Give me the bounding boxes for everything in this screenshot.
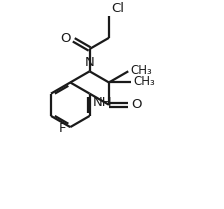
Text: Cl: Cl: [111, 1, 124, 15]
Text: CH₃: CH₃: [133, 75, 155, 88]
Text: F: F: [58, 122, 66, 135]
Text: O: O: [131, 98, 142, 111]
Text: N: N: [85, 56, 95, 69]
Text: O: O: [60, 32, 71, 45]
Text: NH: NH: [93, 96, 112, 109]
Text: CH₃: CH₃: [130, 64, 152, 77]
